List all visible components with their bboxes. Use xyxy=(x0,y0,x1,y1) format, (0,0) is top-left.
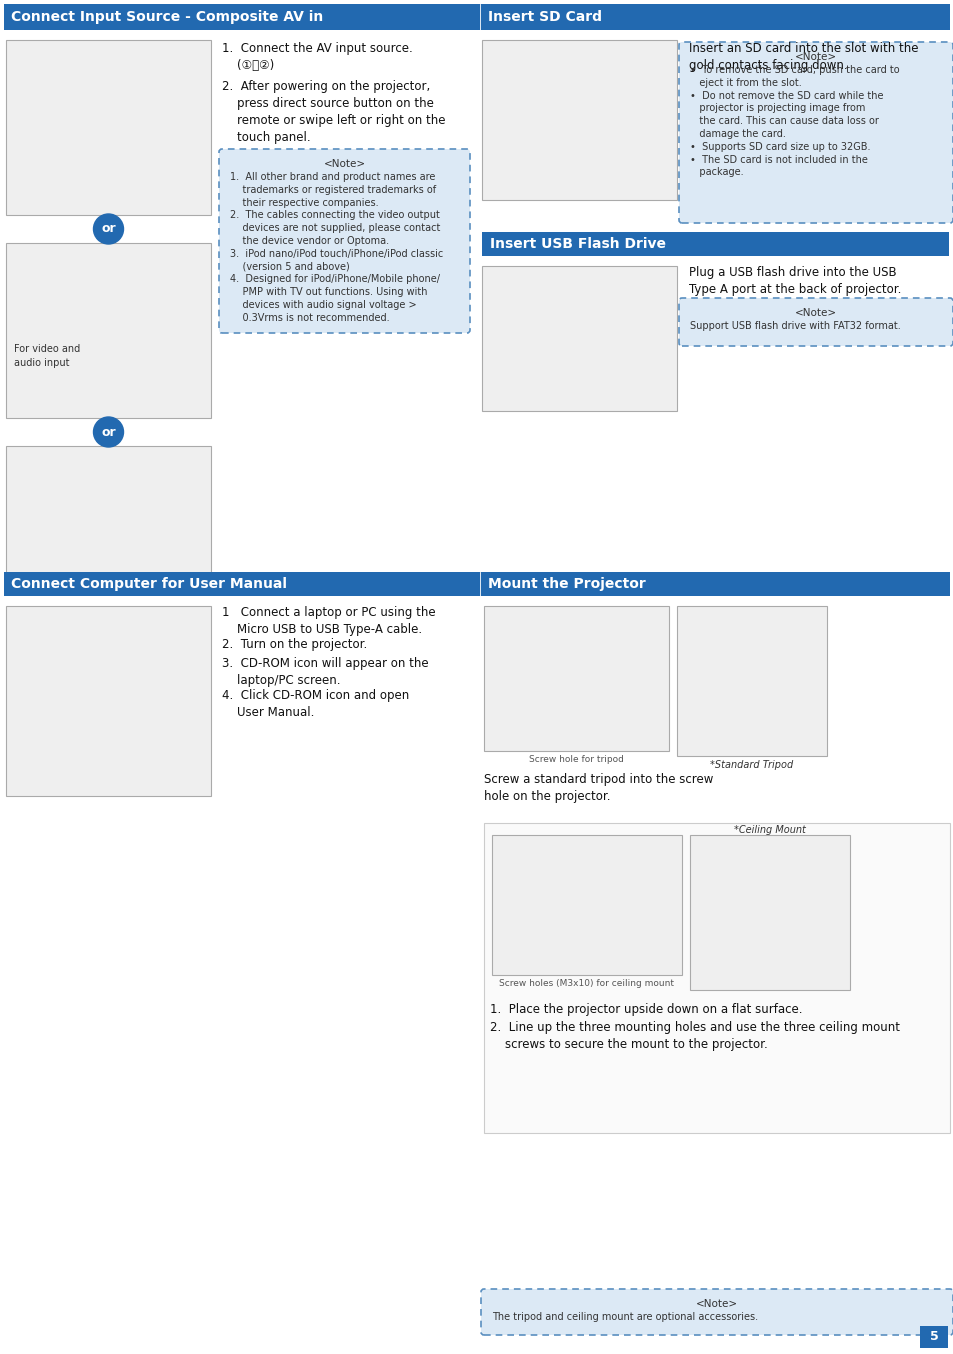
Circle shape xyxy=(93,417,123,447)
Bar xyxy=(481,232,948,256)
Text: 3.  CD-ROM icon will appear on the
    laptop/PC screen.: 3. CD-ROM icon will appear on the laptop… xyxy=(222,657,428,686)
Text: Screw holes (M3x10) for ceiling mount: Screw holes (M3x10) for ceiling mount xyxy=(499,979,674,988)
FancyBboxPatch shape xyxy=(480,1289,952,1335)
Text: Screw a standard tripod into the screw
hole on the projector.: Screw a standard tripod into the screw h… xyxy=(483,773,713,803)
Text: The tripod and ceiling mount are optional accessories.: The tripod and ceiling mount are optiona… xyxy=(492,1312,758,1322)
Text: 1.  Place the projector upside down on a flat surface.: 1. Place the projector upside down on a … xyxy=(490,1003,801,1016)
Text: or: or xyxy=(101,425,115,439)
Bar xyxy=(677,607,826,756)
Bar xyxy=(6,41,211,215)
FancyBboxPatch shape xyxy=(679,298,952,347)
Text: For video and
audio input: For video and audio input xyxy=(14,344,80,368)
Text: Plug a USB flash drive into the USB
Type A port at the back of projector.: Plug a USB flash drive into the USB Type… xyxy=(688,265,901,297)
Bar xyxy=(483,607,668,751)
Text: 2.  After powering on the projector,
    press direct source button on the
    r: 2. After powering on the projector, pres… xyxy=(222,80,445,144)
Text: <Note>: <Note> xyxy=(794,51,836,62)
Text: Insert USB Flash Drive: Insert USB Flash Drive xyxy=(490,237,665,250)
Text: Screw hole for tripod: Screw hole for tripod xyxy=(529,756,623,764)
Text: Support USB flash drive with FAT32 format.: Support USB flash drive with FAT32 forma… xyxy=(689,321,900,330)
Bar xyxy=(492,835,681,975)
Text: 1.  All other brand and product names are
    trademarks or registered trademark: 1. All other brand and product names are… xyxy=(230,172,443,322)
Bar xyxy=(919,1326,947,1349)
Text: 2.  Line up the three mounting holes and use the three ceiling mount
    screws : 2. Line up the three mounting holes and … xyxy=(490,1021,899,1051)
Text: 5: 5 xyxy=(928,1331,938,1343)
Text: 1.  Connect the AV input source.
    (①～②): 1. Connect the AV input source. (①～②) xyxy=(222,42,413,72)
Text: 2.  Turn on the projector.: 2. Turn on the projector. xyxy=(222,638,367,651)
Text: 1   Connect a laptop or PC using the
    Micro USB to USB Type-A cable.: 1 Connect a laptop or PC using the Micro… xyxy=(222,607,436,636)
Text: 4.  Click CD-ROM icon and open
    User Manual.: 4. Click CD-ROM icon and open User Manua… xyxy=(222,689,409,719)
Text: Insert an SD card into the slot with the
gold contacts facing down.: Insert an SD card into the slot with the… xyxy=(688,42,918,72)
FancyBboxPatch shape xyxy=(679,42,952,223)
Bar xyxy=(481,265,677,412)
Text: *Ceiling Mount: *Ceiling Mount xyxy=(733,825,805,835)
Text: •  To remove the SD card, push the card to
   eject it from the slot.
•  Do not : • To remove the SD card, push the card t… xyxy=(689,65,899,177)
Circle shape xyxy=(93,214,123,244)
Text: Connect Computer for User Manual: Connect Computer for User Manual xyxy=(11,577,287,590)
Text: or: or xyxy=(101,222,115,236)
Text: Connect Input Source - Composite AV in: Connect Input Source - Composite AV in xyxy=(11,9,323,24)
Bar xyxy=(4,4,949,30)
Bar xyxy=(483,823,949,1133)
Text: Insert SD Card: Insert SD Card xyxy=(488,9,601,24)
Bar xyxy=(481,41,677,200)
Text: <Note>: <Note> xyxy=(323,158,365,169)
Bar xyxy=(6,242,211,418)
Bar xyxy=(4,571,949,596)
Bar xyxy=(6,607,211,796)
Text: *Standard Tripod: *Standard Tripod xyxy=(710,760,793,770)
Text: Mount the Projector: Mount the Projector xyxy=(488,577,645,590)
Text: <Note>: <Note> xyxy=(794,307,836,318)
Bar xyxy=(689,835,849,990)
FancyBboxPatch shape xyxy=(219,149,470,333)
Bar xyxy=(6,445,211,575)
Text: <Note>: <Note> xyxy=(695,1298,738,1309)
